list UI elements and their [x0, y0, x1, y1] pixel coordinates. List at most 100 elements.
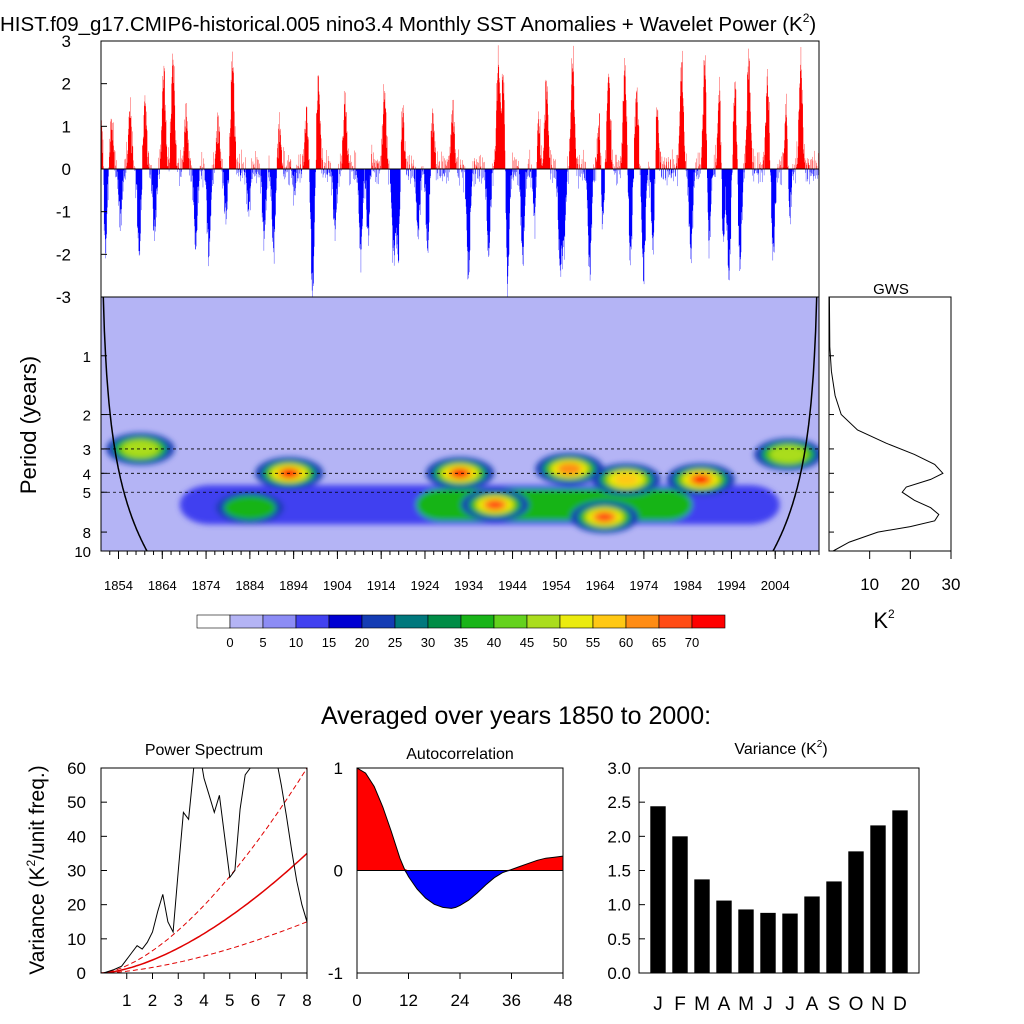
x-tick-label: 1964	[586, 578, 615, 593]
colorbar-swatch	[493, 614, 528, 629]
x-tick-label: O	[849, 994, 864, 1015]
y-tick-label: 3	[83, 442, 91, 459]
power-contour	[769, 445, 808, 464]
x-tick-label: A	[718, 994, 731, 1015]
y-tick-label: 3.0	[607, 759, 631, 778]
x-tick-label: 5	[225, 991, 234, 1010]
x-tick-label: 8	[302, 991, 311, 1010]
y-tick-label: 0	[77, 964, 86, 983]
y-tick-label: 1	[62, 117, 71, 136]
y-tick-label: 10	[67, 930, 86, 949]
y-tick-label: 1.5	[607, 862, 631, 881]
gws-axes: 10 20 30	[829, 355, 961, 594]
power-spectrum-axes: 1 2 3 4 5 6 7 8 0 10 20 30 40 50 60	[67, 759, 312, 1010]
y-tick-label: 60	[67, 759, 86, 778]
y-tick-label: 1.0	[607, 896, 631, 915]
y-tick-label: 40	[67, 827, 86, 846]
x-tick-label: 1894	[279, 578, 308, 593]
variance-bar	[694, 879, 710, 973]
x-tick-label: 1984	[673, 578, 702, 593]
timeseries-panel: -3 -2 -1 0 1 2 3	[56, 32, 820, 307]
x-tick-label: 30	[942, 575, 961, 594]
colorbar-swatch	[625, 614, 660, 629]
colorbar-swatch	[262, 614, 297, 629]
variance-bar	[738, 909, 754, 973]
y-tick-label: 2.5	[607, 793, 631, 812]
y-tick-label: 1	[334, 759, 343, 778]
x-tick-label: 1914	[367, 578, 396, 593]
x-tick-label: 1974	[629, 578, 658, 593]
y-tick-label: 2	[62, 75, 71, 94]
variance-bar	[672, 836, 688, 973]
colorbar-swatch	[427, 614, 462, 629]
x-tick-label: J	[763, 994, 773, 1015]
x-tick-label: 7	[277, 991, 286, 1010]
autocorrelation-positive-fill	[357, 768, 563, 871]
x-tick-label: N	[871, 994, 885, 1015]
colorbar-label: 40	[487, 635, 501, 650]
power-spectrum-panel: Power Spectrum 1 2 3 4 5 6 7 8 0 10 20 30 40 50 60 Var…	[24, 742, 312, 1010]
x-tick-label: 1944	[498, 578, 527, 593]
colorbar-swatch	[361, 614, 396, 629]
y-tick-label: 0	[62, 160, 71, 179]
enso-band-inner	[416, 488, 693, 521]
x-tick-label: 0	[352, 991, 361, 1010]
variance-title: Variance (K2)	[734, 739, 827, 758]
x-tick-label: 1864	[148, 578, 177, 593]
colorbar-label: 5	[259, 635, 266, 650]
variance-axes: J F M A M J J A S O N D0.00.51.01.52.02.53.0	[607, 759, 907, 1015]
colorbar-swatch	[691, 614, 726, 629]
y-tick-label: 50	[67, 793, 86, 812]
x-tick-label: 3	[174, 991, 183, 1010]
y-tick-label: 0.5	[607, 930, 631, 949]
coi-right	[772, 297, 818, 551]
x-tick-label: J	[785, 994, 795, 1015]
x-tick-label: 12	[399, 991, 418, 1010]
wavelet-y-label: Period (years)	[16, 356, 41, 494]
colorbar-swatch	[196, 614, 231, 629]
figure-title: HIST.f09_g17.CMIP6-historical.005 nino3.…	[0, 11, 816, 36]
colorbar-label: 55	[586, 635, 600, 650]
variance-bar	[782, 913, 798, 973]
colorbar-label: 25	[388, 635, 402, 650]
power-contour	[597, 513, 612, 522]
colorbar-label: 60	[619, 635, 633, 650]
gws-panel: GWS 10 20 30 K2	[828, 281, 961, 633]
y-tick-label: 2.0	[607, 827, 631, 846]
colorbar-label: 35	[454, 635, 468, 650]
y-tick-label: 3	[62, 32, 71, 51]
x-tick-label: 20	[901, 575, 920, 594]
colorbar-label: 15	[322, 635, 336, 650]
colorbar-swatch	[460, 614, 495, 629]
x-tick-label: D	[893, 994, 907, 1015]
x-tick-label: 1924	[411, 578, 440, 593]
red-noise-lower-bound	[101, 921, 307, 973]
colorbar-swatch	[328, 614, 363, 629]
variance-bar	[716, 900, 732, 973]
variance-bar	[892, 810, 908, 973]
colorbar-label: 45	[520, 635, 534, 650]
variance-bar	[804, 896, 820, 973]
power-contour	[557, 462, 582, 475]
wavelet-axes: 1854 1864 1874 1884 1894 1904 1914 1924 1934 1944…	[74, 349, 820, 593]
y-tick-label: 8	[83, 525, 91, 542]
colorbar-label: 10	[289, 635, 303, 650]
colorbar-swatch	[526, 614, 561, 629]
power-contour	[453, 469, 467, 478]
variance-panel: Variance (K2) J F M A M J J A S O N D0.00.51.01.52.…	[607, 739, 920, 1015]
x-tick-label: J	[653, 994, 663, 1015]
power-spectrum-title: Power Spectrum	[145, 742, 263, 759]
x-tick-label: 1904	[323, 578, 352, 593]
negative-anomaly-bars	[103, 169, 819, 297]
autocorrelation-negative-fill	[357, 870, 563, 909]
x-tick-label: 36	[502, 991, 521, 1010]
x-tick-label: S	[828, 994, 841, 1015]
y-tick-label: -1	[328, 964, 343, 983]
x-tick-label: 1874	[192, 578, 221, 593]
power-contour	[488, 500, 503, 509]
gws-frame	[828, 296, 952, 552]
variance-bar	[650, 806, 666, 973]
y-tick-label: 0	[334, 862, 343, 881]
cone-of-influence	[102, 297, 818, 551]
y-tick-label: 20	[67, 896, 86, 915]
